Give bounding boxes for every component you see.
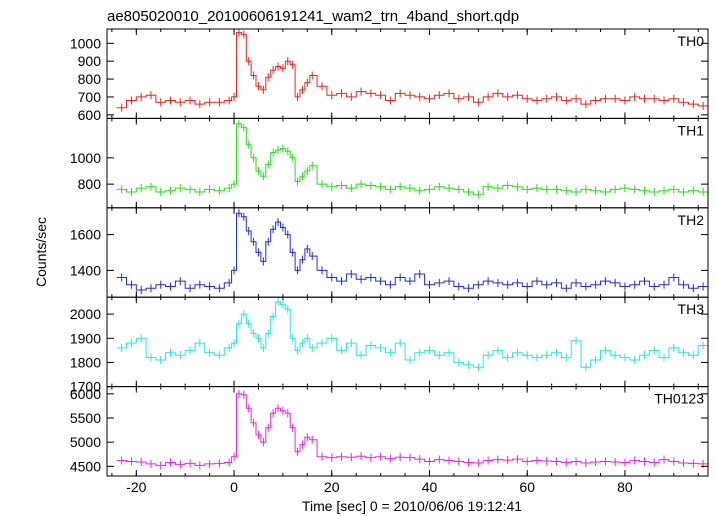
- y-axis-label: Counts/sec: [33, 217, 49, 287]
- y-tick-label: 800: [78, 176, 102, 192]
- series-th1: [116, 119, 708, 199]
- y-tick-label: 1000: [70, 150, 101, 166]
- y-tick-label: 4500: [70, 458, 101, 474]
- series-th2: [116, 209, 708, 295]
- panel-th0: 600 700 800 900 1000 TH0: [70, 28, 709, 123]
- panel-frame: [106, 28, 709, 119]
- x-tick-label: 20: [324, 479, 340, 495]
- x-tick-label: 60: [519, 479, 535, 495]
- x-tick-label: 0: [230, 479, 238, 495]
- series-line: [116, 32, 708, 109]
- series-th0: [116, 29, 708, 112]
- y-tick-label: 2000: [70, 306, 101, 322]
- panel-frame: [106, 386, 709, 477]
- y-tick-label: 1000: [70, 35, 101, 51]
- x-tick-label: -20: [126, 479, 146, 495]
- x-tick-label: 80: [617, 479, 633, 495]
- panel-label: TH1: [678, 122, 705, 138]
- panel-frame: [106, 207, 709, 298]
- y-tick-label: 700: [78, 89, 102, 105]
- series-th3: [116, 298, 708, 372]
- panel-frame: [106, 296, 709, 388]
- y-tick-label: 1900: [70, 330, 101, 346]
- panel-th1: 800 1000 TH1: [70, 117, 709, 209]
- y-tick-label: 1600: [70, 227, 101, 243]
- y-tick-label: 5500: [70, 410, 101, 426]
- y-tick-label: 1700: [70, 379, 101, 395]
- panel-frame: [106, 117, 709, 209]
- y-tick-label: 800: [78, 71, 102, 87]
- series-line: [116, 212, 708, 291]
- x-axis-label: Time [sec] 0 = 2010/06/06 19:12:41: [302, 498, 522, 514]
- panel-label: TH2: [678, 212, 705, 228]
- y-tick-label: 1800: [70, 354, 101, 370]
- panel-label: TH0123: [654, 391, 704, 407]
- series-th0123: [116, 389, 708, 470]
- panel-label: TH0: [678, 33, 705, 49]
- y-tick-label: 600: [78, 107, 102, 123]
- y-tick-label: 1400: [70, 262, 101, 278]
- y-tick-label: 5000: [70, 434, 101, 450]
- chart-title: ae805020010_20100606191241_wam2_trn_4ban…: [107, 8, 519, 25]
- x-tick-label: 40: [422, 479, 438, 495]
- series-line: [116, 301, 708, 368]
- series-line: [116, 123, 708, 196]
- series-line: [116, 393, 708, 466]
- y-tick-label: 900: [78, 53, 102, 69]
- panel-th2: 1400 1600 TH2: [70, 207, 709, 298]
- panel-label: TH3: [678, 301, 705, 317]
- panel-th0123: 4500 5000 5500 6000 TH0123 -20 0 20 40 60 80: [70, 386, 709, 495]
- y-tick-label: 6000: [70, 386, 101, 402]
- panel-th3: 1700 1800 1900 2000 TH3: [70, 296, 709, 395]
